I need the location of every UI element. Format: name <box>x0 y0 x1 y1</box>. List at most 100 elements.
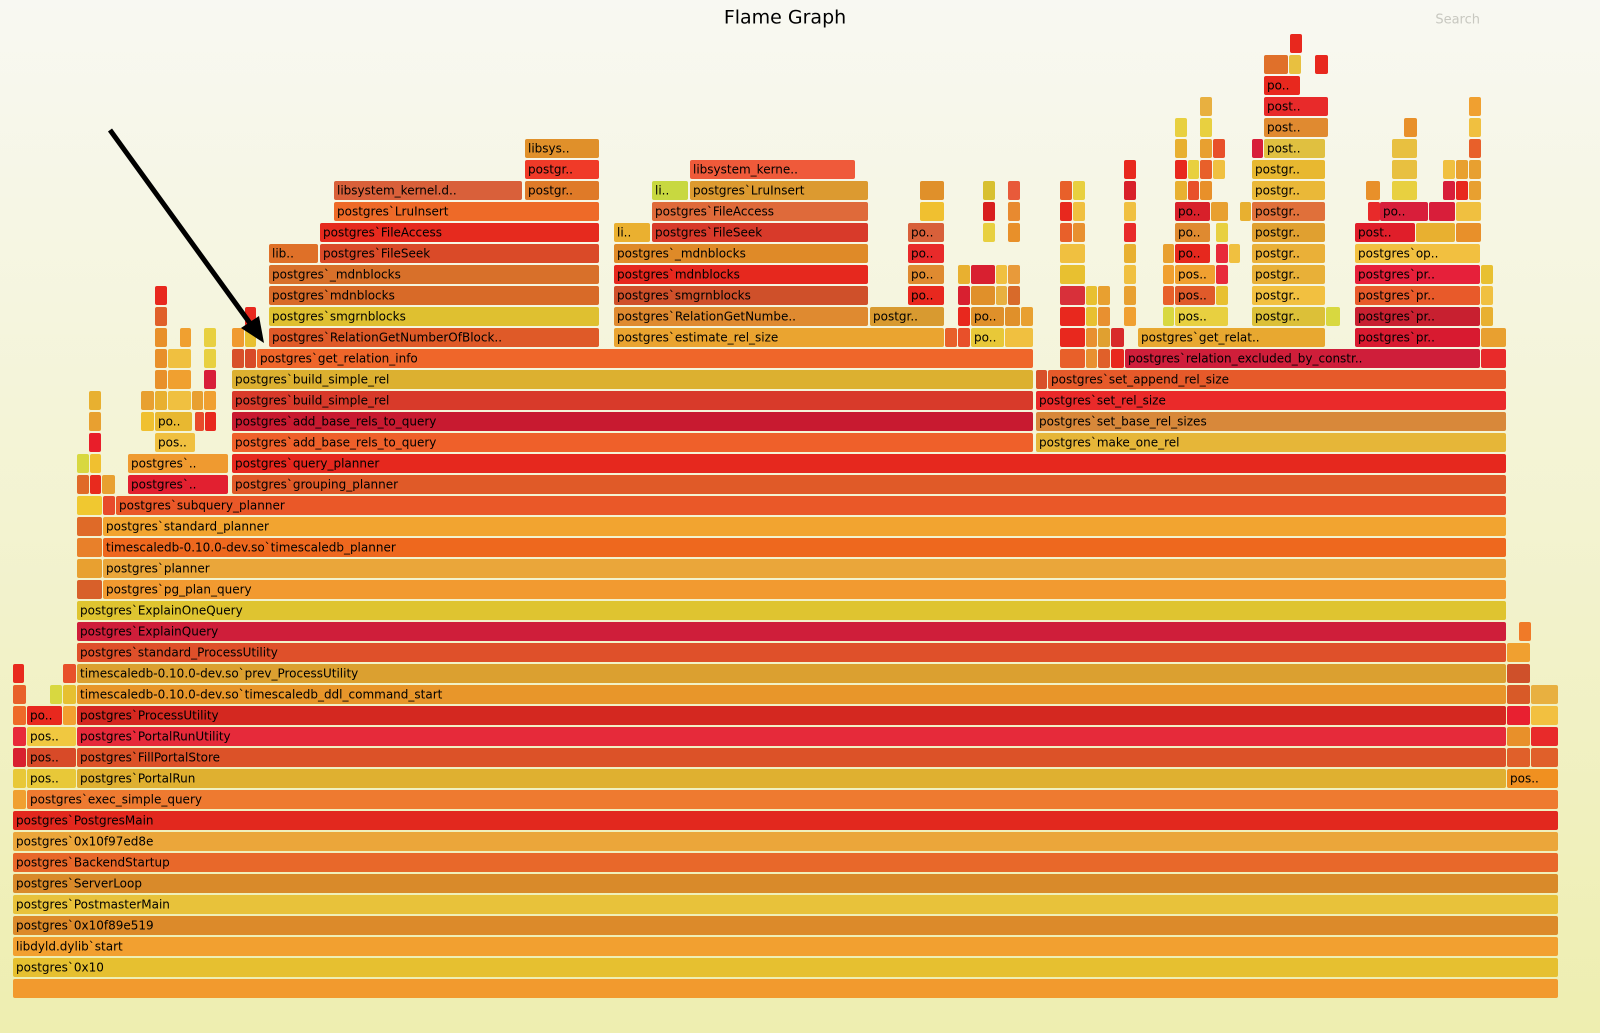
frame-block[interactable] <box>1481 328 1506 347</box>
frame[interactable] <box>269 286 599 305</box>
frame[interactable] <box>614 244 868 263</box>
frame-block[interactable] <box>1200 160 1212 179</box>
frame-label[interactable]: post.. <box>1267 100 1301 114</box>
frame-label[interactable]: po.. <box>911 247 933 261</box>
frame-label[interactable]: po.. <box>911 226 933 240</box>
frame-block[interactable] <box>1443 160 1455 179</box>
frame-block[interactable] <box>1073 223 1085 242</box>
frame-label[interactable]: postgres`FileAccess <box>323 226 442 240</box>
frame-block[interactable] <box>1124 286 1136 305</box>
frame-label[interactable]: postgres`PostmasterMain <box>16 898 170 912</box>
frame-block[interactable] <box>1469 139 1481 158</box>
frame-block[interactable] <box>920 181 944 200</box>
frame-block[interactable] <box>1175 139 1187 158</box>
frame[interactable] <box>652 181 688 200</box>
frame-label[interactable]: postgres`FileSeek <box>323 247 430 261</box>
frame[interactable] <box>269 244 318 263</box>
frame-label[interactable]: postgres`estimate_rel_size <box>617 331 778 345</box>
frame-block[interactable] <box>77 454 89 473</box>
frame-label[interactable]: po.. <box>1178 205 1200 219</box>
frame[interactable] <box>13 811 1558 830</box>
frame[interactable] <box>1355 244 1480 263</box>
frame-block[interactable] <box>1060 181 1072 200</box>
frame-block[interactable] <box>1060 328 1085 347</box>
frame-label[interactable]: postgres`RelationGetNumberOfBlock.. <box>272 331 502 345</box>
frame-block[interactable] <box>1216 244 1228 263</box>
frame[interactable] <box>232 370 1033 389</box>
frame[interactable] <box>1036 433 1506 452</box>
frame[interactable] <box>320 223 599 242</box>
frame-block[interactable] <box>77 475 89 494</box>
frame-label[interactable]: postgr.. <box>1255 247 1300 261</box>
frame[interactable] <box>334 202 599 221</box>
frame[interactable] <box>77 748 1506 767</box>
frame-block[interactable] <box>1416 223 1455 242</box>
frame-label[interactable]: postgres`PortalRun <box>80 772 195 786</box>
frame-block[interactable] <box>983 223 995 242</box>
frame-block[interactable] <box>920 202 944 221</box>
frame[interactable] <box>1252 307 1325 326</box>
frame-block[interactable] <box>155 307 167 326</box>
frame-block[interactable] <box>1456 181 1468 200</box>
frame-block[interactable] <box>77 580 102 599</box>
frame[interactable] <box>232 433 1033 452</box>
frame-block[interactable] <box>1507 643 1530 662</box>
frame-label[interactable]: pos.. <box>158 436 187 450</box>
frame-label[interactable]: postgr.. <box>873 310 918 324</box>
frame-block[interactable] <box>1021 307 1033 326</box>
frame-label[interactable]: postgres`build_simple_rel <box>235 394 389 408</box>
frame-block[interactable] <box>1060 223 1072 242</box>
frame-block[interactable] <box>204 349 216 368</box>
frame-label[interactable]: pos.. <box>30 730 59 744</box>
frame-label[interactable]: postgres`_mdnblocks <box>617 247 746 261</box>
frame-block[interactable] <box>77 496 102 515</box>
frame[interactable] <box>269 265 599 284</box>
frame-label[interactable]: postgres`pr.. <box>1358 310 1435 324</box>
frame-block[interactable] <box>1008 265 1020 284</box>
frame[interactable] <box>103 517 1506 536</box>
frame[interactable] <box>1355 328 1480 347</box>
frame[interactable] <box>77 622 1506 641</box>
frame[interactable] <box>128 454 228 473</box>
frame-block[interactable] <box>168 391 191 410</box>
frame[interactable] <box>13 832 1558 851</box>
frame-label[interactable]: postgres`grouping_planner <box>235 478 398 492</box>
frame-block[interactable] <box>13 727 26 746</box>
frame[interactable] <box>77 685 1506 704</box>
frame-block[interactable] <box>1507 685 1530 704</box>
frame-block[interactable] <box>1124 307 1136 326</box>
frame-label[interactable]: postgres`.. <box>131 478 196 492</box>
frame-block[interactable] <box>1111 328 1124 347</box>
frame-block[interactable] <box>1366 181 1380 200</box>
frame-block[interactable] <box>103 496 115 515</box>
frame-block[interactable] <box>1005 307 1020 326</box>
frame[interactable] <box>77 706 1506 725</box>
frame-block[interactable] <box>1404 118 1417 137</box>
frame-label[interactable]: postgres`FileAccess <box>655 205 774 219</box>
frame-block[interactable] <box>1005 328 1033 347</box>
frame-block[interactable] <box>155 370 167 389</box>
frame-block[interactable] <box>1216 265 1228 284</box>
frame-block[interactable] <box>1008 202 1020 221</box>
frame-label[interactable]: postgres`smgrnblocks <box>272 310 406 324</box>
frame-block[interactable] <box>1124 160 1136 179</box>
frame-block[interactable] <box>1200 97 1212 116</box>
frame[interactable] <box>77 664 1506 683</box>
frame-block[interactable] <box>180 328 191 347</box>
frame-block[interactable] <box>1098 349 1110 368</box>
frame-block[interactable] <box>1531 685 1558 704</box>
frame[interactable] <box>269 328 599 347</box>
frame-label[interactable]: pos.. <box>1510 772 1539 786</box>
frame-block[interactable] <box>102 475 115 494</box>
frame-block[interactable] <box>1200 181 1212 200</box>
frame[interactable] <box>77 601 1506 620</box>
frame[interactable] <box>232 412 1033 431</box>
frame-block[interactable] <box>1098 286 1110 305</box>
frame-block[interactable] <box>89 433 101 452</box>
frame-label[interactable]: postgres`standard_ProcessUtility <box>80 646 278 660</box>
frame-label[interactable]: postgres`add_base_rels_to_query <box>235 436 436 450</box>
frame-block[interactable] <box>1124 223 1136 242</box>
frame-label[interactable]: po.. <box>911 268 933 282</box>
frame[interactable] <box>27 790 1558 809</box>
frame-block[interactable] <box>1531 706 1558 725</box>
